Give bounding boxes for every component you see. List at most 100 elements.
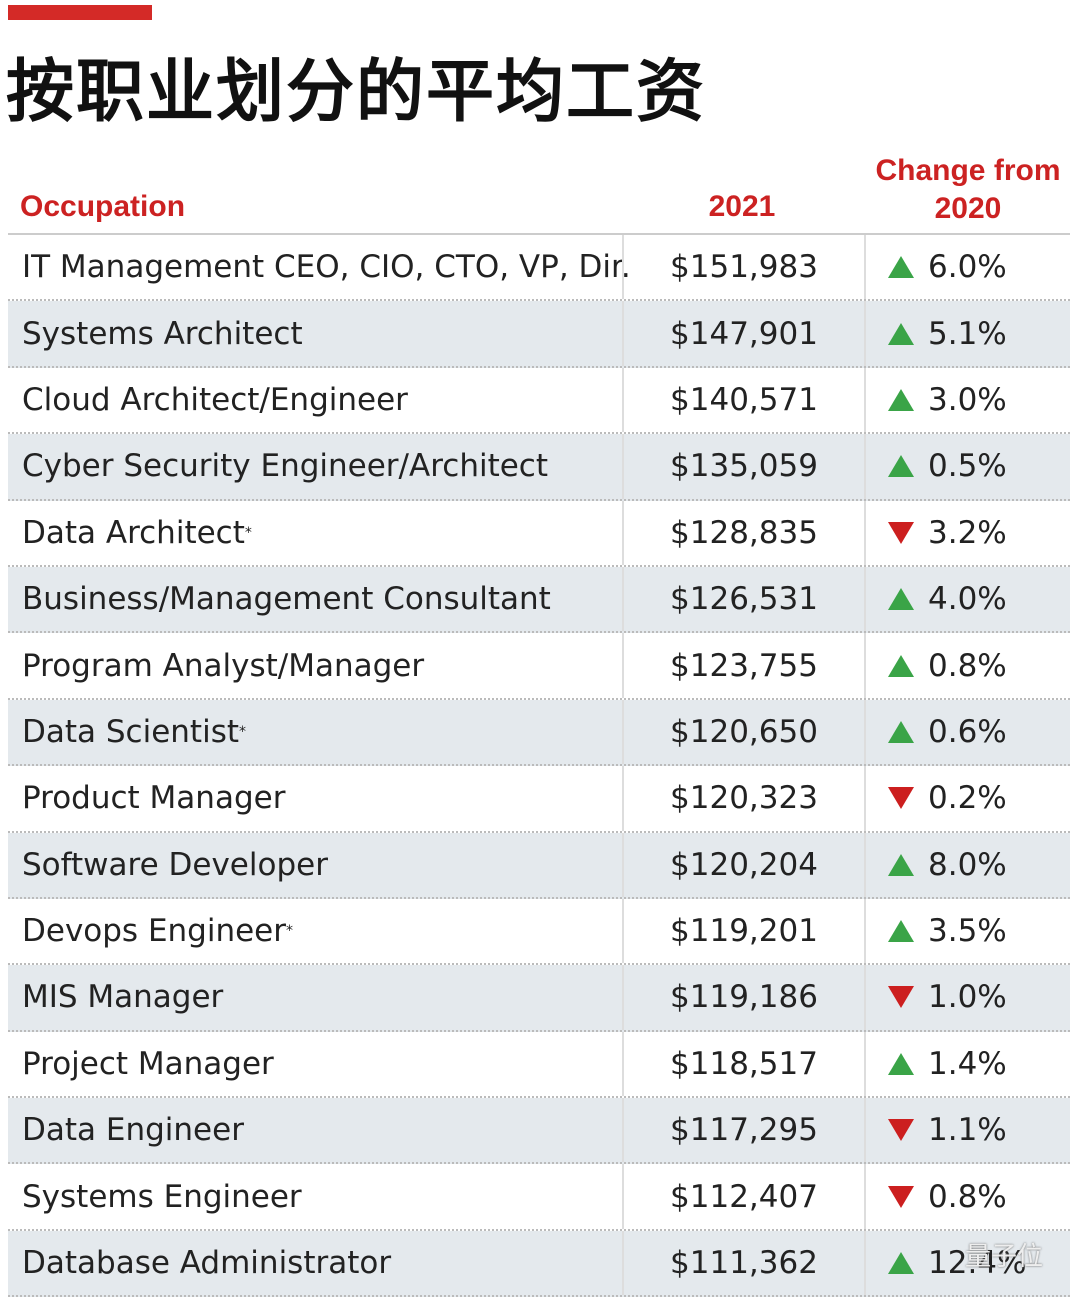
change: 0.8%	[928, 1178, 1007, 1215]
occupation: Cyber Security Engineer/Architect	[22, 448, 549, 485]
occupation: Data Engineer	[22, 1112, 244, 1149]
salary: $126,531	[670, 581, 818, 618]
change-cell: 0.5%	[888, 434, 1007, 498]
salary-cell: $120,204	[622, 832, 866, 897]
column-header: Occupation	[20, 190, 186, 223]
occupation-cell: MIS Manager	[22, 965, 223, 1029]
change: 12.4%	[928, 1245, 1027, 1282]
occupation: Cloud Architect/Engineer	[22, 381, 408, 418]
salary: $128,835	[670, 514, 818, 551]
table-row: Devops Engineer * $119,201 3.5%	[8, 898, 1070, 966]
occupation-cell: IT Management CEO, CIO, CTO, VP, Dir.	[22, 235, 631, 299]
salary-cell: $140,571	[622, 367, 866, 433]
change: 1.1%	[928, 1112, 1007, 1149]
trend-icon	[888, 654, 914, 677]
salary: $117,295	[670, 1112, 818, 1149]
trend-icon	[888, 455, 914, 478]
watermark: 量子位	[965, 1242, 1044, 1272]
trend-icon	[888, 920, 914, 943]
column-header: Change from 2020	[875, 154, 1061, 225]
trend-icon	[888, 1185, 914, 1208]
title: 按职业划分的平均工资	[6, 53, 707, 132]
change: 0.5%	[928, 448, 1007, 485]
table-row: Systems Engineer $112,407 0.8%	[8, 1164, 1070, 1231]
change: 1.4%	[928, 1045, 1007, 1082]
change: 3.0%	[928, 381, 1007, 418]
footnote-marker: *	[244, 524, 252, 541]
salary: $120,323	[670, 780, 818, 817]
table-row: Data Scientist * $120,650 0.6%	[8, 699, 1070, 767]
footnote-marker: *	[286, 923, 293, 940]
occupation: Project Manager	[22, 1045, 274, 1082]
occupation-cell: Program Analyst/Manager	[22, 633, 424, 697]
salary-cell: $128,835	[622, 500, 866, 565]
change-cell: 8.0%	[888, 833, 1007, 897]
occupation: Database Administrator	[22, 1245, 392, 1282]
occupation: Product Manager	[22, 780, 286, 817]
change-cell: 0.6%	[888, 700, 1007, 764]
change: 3.2%	[928, 514, 1007, 551]
change-cell: 4.0%	[888, 567, 1007, 631]
occupation: MIS Manager	[22, 979, 224, 1016]
trend-icon	[888, 588, 914, 611]
change-cell: 3.5%	[888, 899, 1007, 963]
table-row: Data Engineer $117,295 1.1%	[8, 1098, 1070, 1165]
change: 0.8%	[928, 647, 1007, 684]
occupation: IT Management CEO, CIO, CTO, VP, Dir.	[22, 249, 631, 286]
trend-icon	[888, 388, 914, 411]
change-cell: 0.8%	[888, 633, 1007, 697]
salary-cell: $119,186	[622, 965, 866, 1030]
table-row: Cyber Security Engineer/Architect $135,05…	[8, 434, 1070, 501]
salary-cell: $111,362	[622, 1230, 866, 1296]
occupation-cell: Data Scientist *	[22, 700, 246, 764]
accent-bar	[8, 5, 152, 20]
change-cell: 12.4%	[888, 1231, 1026, 1295]
change: 4.0%	[928, 581, 1007, 618]
salary: $135,059	[670, 448, 818, 485]
salary-cell: $112,407	[622, 1164, 866, 1229]
occupation-cell: Project Manager	[22, 1032, 274, 1096]
salary: $123,755	[670, 647, 818, 684]
change-cell: 1.4%	[888, 1032, 1007, 1096]
change: 3.5%	[928, 913, 1007, 950]
salary: $151,983	[670, 249, 818, 286]
occupation-cell: Product Manager	[22, 766, 285, 830]
change: 0.6%	[928, 713, 1007, 750]
table-row: Project Manager $118,517 1.4%	[8, 1031, 1070, 1099]
salary-cell: $126,531	[622, 566, 866, 632]
occupation-cell: Devops Engineer *	[22, 899, 293, 963]
salary-cell: $118,517	[622, 1031, 866, 1097]
trend-icon	[888, 521, 914, 544]
salary-cell: $147,901	[622, 301, 866, 366]
salary: $112,407	[670, 1178, 818, 1215]
salary: $118,517	[670, 1045, 818, 1082]
trend-icon	[888, 256, 914, 279]
trend-icon	[888, 322, 914, 345]
occupation: Systems Engineer	[22, 1178, 302, 1215]
salary-cell: $120,323	[622, 766, 866, 831]
table-row: Database Administrator $111,362 12.4%	[8, 1230, 1070, 1298]
salary-cell: $135,059	[622, 434, 866, 499]
change-cell: 1.0%	[888, 965, 1007, 1029]
salary-cell: $119,201	[622, 898, 866, 964]
salary: $119,186	[670, 979, 818, 1016]
change: 8.0%	[928, 846, 1007, 883]
occupation-cell: Business/Management Consultant	[22, 567, 551, 631]
change-cell: 0.2%	[888, 766, 1007, 830]
change-cell: 3.2%	[888, 501, 1007, 565]
occupation: Software Developer	[22, 846, 328, 883]
table-row: Systems Architect $147,901 5.1%	[8, 301, 1070, 368]
occupation-cell: Systems Engineer	[22, 1164, 302, 1228]
table-row: Product Manager $120,323 0.2%	[8, 766, 1070, 833]
trend-icon	[888, 720, 914, 743]
salary-cell: $117,295	[622, 1098, 866, 1163]
occupation-cell: Cloud Architect/Engineer	[22, 368, 408, 432]
salary: $111,362	[670, 1245, 818, 1282]
occupation-cell: Data Architect *	[22, 501, 252, 565]
salary: $147,901	[670, 315, 818, 352]
table-row: Data Architect * $128,835 3.2%	[8, 500, 1070, 567]
trend-icon	[888, 1119, 914, 1142]
change-cell: 5.1%	[888, 301, 1007, 365]
salary: $119,201	[670, 913, 818, 950]
